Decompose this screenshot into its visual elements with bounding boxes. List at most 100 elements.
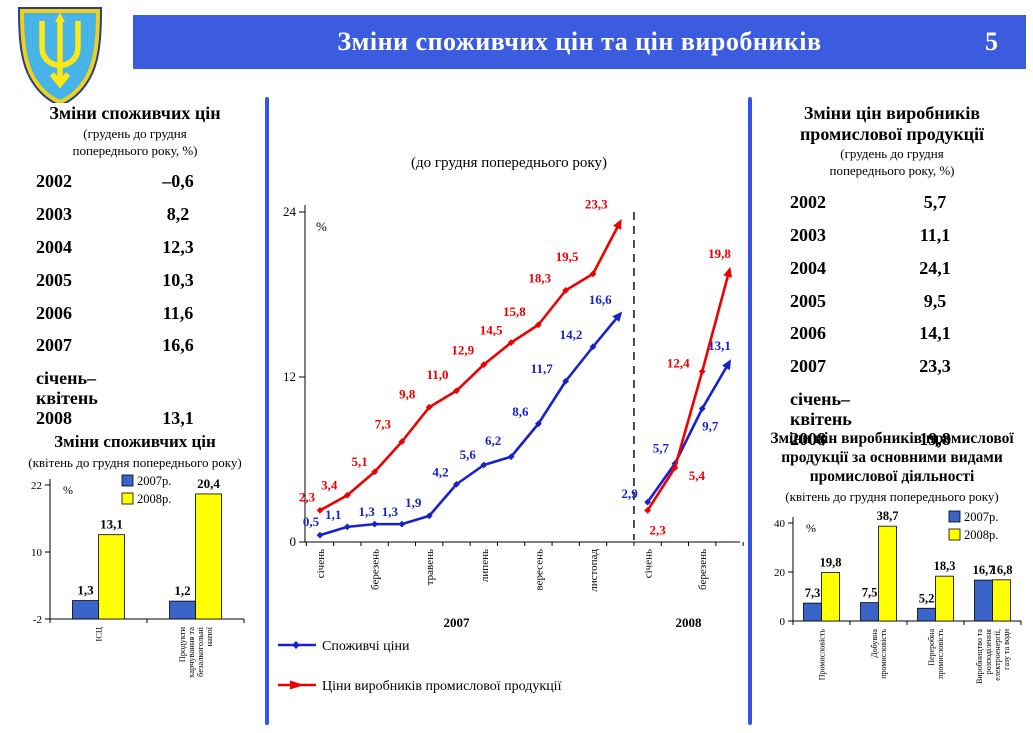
data-label: 1,3 [382, 504, 399, 519]
data-label: 1,2 [174, 583, 190, 598]
data-label: 9,7 [702, 419, 719, 434]
bar-series-2007р.: 7,3 7,5 5,2 16,7 [803, 563, 995, 622]
year-label: 2008 [676, 615, 703, 630]
data-label: 0,5 [303, 514, 320, 529]
table-row: 2003 8,2 [10, 204, 260, 225]
data-label: 5,6 [460, 447, 477, 462]
year-value: 16,6 [162, 335, 194, 356]
data-label: 14,5 [480, 323, 503, 338]
data-label: 15,8 [503, 304, 526, 319]
table-row: 2006 11,6 [10, 303, 260, 324]
right-panel: Зміни цін виробників промислової продукц… [756, 97, 1028, 684]
data-label: 13,1 [100, 516, 123, 531]
bar [860, 601, 879, 622]
table-row: 2007 23,3 [756, 356, 1028, 377]
year-label: січень–квітень 2008 [790, 388, 852, 449]
data-label: 19,5 [556, 249, 579, 264]
bar [803, 602, 822, 622]
table-row: січень–квітень 2008 19,8 [756, 388, 1028, 449]
series-consumer-prices: 0,5 1,1 1,3 1,3 1,9 4,2 5,6 6,2 8,6 11,7 14,2 16,6 2… [303, 292, 732, 539]
data-label: 38,7 [877, 509, 899, 523]
data-label: 11,7 [531, 361, 554, 376]
category-label: Виробництво та [975, 628, 984, 683]
year-value: 19,8 [919, 428, 951, 449]
data-label: 3,4 [321, 477, 338, 492]
legend-label: 2007р. [964, 510, 998, 524]
right-table-title: Зміни цін виробників промислової продукц… [799, 103, 985, 144]
bar [992, 579, 1011, 622]
ukraine-coat-of-arms-icon [12, 3, 108, 108]
year-label: 2004 [790, 257, 826, 278]
vertical-divider-right [748, 97, 752, 725]
ppi-bar-chart-title: Зміни цін виробників промислової продукц… [770, 430, 1014, 485]
svg-text:%: % [63, 483, 73, 497]
legend-label: 2008р. [964, 528, 998, 542]
data-label: 13,1 [708, 338, 731, 353]
year-value: 9,5 [923, 290, 947, 311]
month-tick-label: січень [643, 549, 655, 578]
year-label: 2005 [790, 290, 826, 311]
data-label: 16,7 [973, 563, 995, 577]
ppi-bar-chart-svg: 0 20 40 % 7,3 7,5 5,2 16,7 19,8 38,7 18,3 16,8 Проми… [774, 509, 1022, 684]
year-value: 8,2 [166, 204, 190, 225]
month-tick-label: листопад [588, 549, 600, 592]
svg-text:%: % [806, 521, 816, 535]
category-label: напої [204, 626, 214, 646]
axes [299, 205, 744, 546]
svg-text:0: 0 [290, 534, 297, 549]
year-label: 2007 [444, 615, 471, 630]
month-tick-label: березень [697, 549, 709, 590]
category-label: промисловість [936, 628, 945, 678]
year-label: 2005 [36, 269, 72, 290]
header-bar: Зміни споживчих цін та цін виробників 5 [133, 15, 1026, 69]
left-table-subtitle: (грудень до грудня попереднього року, %) [72, 125, 198, 158]
table-row: 2003 11,1 [756, 224, 1028, 246]
year-value: 14,1 [919, 323, 951, 344]
category-label: газу та води [1002, 628, 1011, 670]
month-tick-label: січень [315, 549, 327, 578]
data-label: 16,6 [589, 292, 612, 307]
ppi-bar-chart-subtitle: (квітень до грудня попереднього року) [785, 488, 999, 504]
line-chart-legend: Споживчі ціни Ціни виробників промислової… [278, 639, 562, 694]
category-label: Добувна [870, 628, 879, 657]
data-label: 4,2 [432, 464, 448, 479]
data-label: 16,8 [991, 563, 1013, 577]
bar-series-2007р.: 1,3 1,2 [72, 582, 196, 620]
bar [917, 607, 936, 622]
left-table: 2002 –0,6 2003 8,2 2004 12,3 2005 10,3 2006 1… [10, 172, 260, 428]
table-row: 2004 24,1 [756, 257, 1028, 279]
year-value: 23,3 [919, 356, 951, 377]
year-label: 2002 [790, 192, 826, 213]
svg-text:22: 22 [31, 480, 42, 492]
svg-text:24: 24 [283, 204, 297, 219]
year-value: 13,1 [162, 407, 194, 428]
data-label: 12,9 [451, 343, 474, 358]
table-row: 2002 –0,6 [10, 172, 260, 192]
bar [878, 525, 897, 622]
data-label: 5,7 [653, 441, 670, 456]
table-row: 2006 14,1 [756, 324, 1028, 344]
svg-text:10: 10 [31, 547, 43, 559]
cpi-bar-chart-title: Зміни споживчих цін [54, 432, 216, 451]
svg-text:20: 20 [774, 567, 786, 579]
data-label: 2,9 [621, 486, 638, 501]
bar-chart-legend: 2007р. 2008р. [121, 474, 171, 506]
data-label: 5,2 [919, 591, 935, 605]
svg-text:-2: -2 [33, 614, 42, 626]
bar [72, 599, 99, 620]
legend-label: Ціни виробників промислової продукції [322, 679, 562, 694]
series-producer-prices: 2,3 3,4 5,1 7,3 9,8 11,012,9 14,515,8 18,3 19,5 2… [299, 197, 733, 537]
left-panel: Зміни споживчих цін (грудень до грудня п… [10, 97, 260, 678]
bar [195, 493, 222, 620]
category-label: електроенергії, [993, 629, 1002, 681]
svg-text:40: 40 [774, 518, 786, 530]
data-label: 5,4 [689, 468, 706, 483]
vertical-divider-left [265, 97, 269, 725]
category-label: безалкогольні [195, 626, 205, 677]
bar [935, 575, 954, 622]
cpi-bar-chart: Зміни споживчих цін (квітень до грудня п… [10, 432, 260, 708]
year-value: 11,1 [919, 224, 951, 245]
category-label: Переробна [927, 628, 936, 665]
bar-series-2008р.: 13,1 20,4 [98, 476, 222, 620]
data-label: 20,4 [197, 476, 220, 491]
